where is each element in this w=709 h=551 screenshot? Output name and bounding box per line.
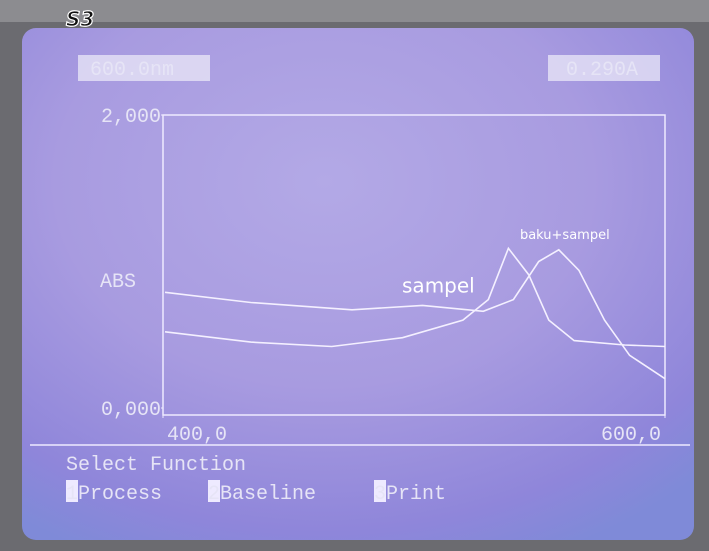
plot-frame <box>162 114 666 416</box>
readout-box <box>78 55 210 81</box>
series-annotation: sampel <box>402 273 475 297</box>
y-axis-label: ABS <box>100 271 136 294</box>
key-box <box>374 480 386 502</box>
key-box <box>208 480 220 502</box>
x-tick-label: 400,0 <box>167 424 227 447</box>
x-tick-label: 600,0 <box>601 424 661 447</box>
spectrum-line <box>164 248 666 380</box>
prompt: Select Function <box>66 454 246 477</box>
device-top <box>0 0 709 22</box>
readout-box <box>548 55 660 81</box>
key-box <box>66 480 78 502</box>
y-tick-label: 0,000 <box>101 399 161 422</box>
series-annotation: baku+sampel <box>520 228 610 243</box>
spectrum-line <box>164 246 666 348</box>
absorbance-readout: 0.290A <box>566 59 638 82</box>
menu-item[interactable]: 1Process <box>66 483 162 506</box>
menu-item[interactable]: 3Print <box>374 483 446 506</box>
sticker: S3 <box>66 7 94 31</box>
menu-item[interactable]: 2Baseline <box>208 483 316 506</box>
y-tick-label: 2,000 <box>101 106 161 129</box>
lcd-screen <box>22 28 694 540</box>
wavelength-readout: 600.0nm <box>90 59 174 82</box>
